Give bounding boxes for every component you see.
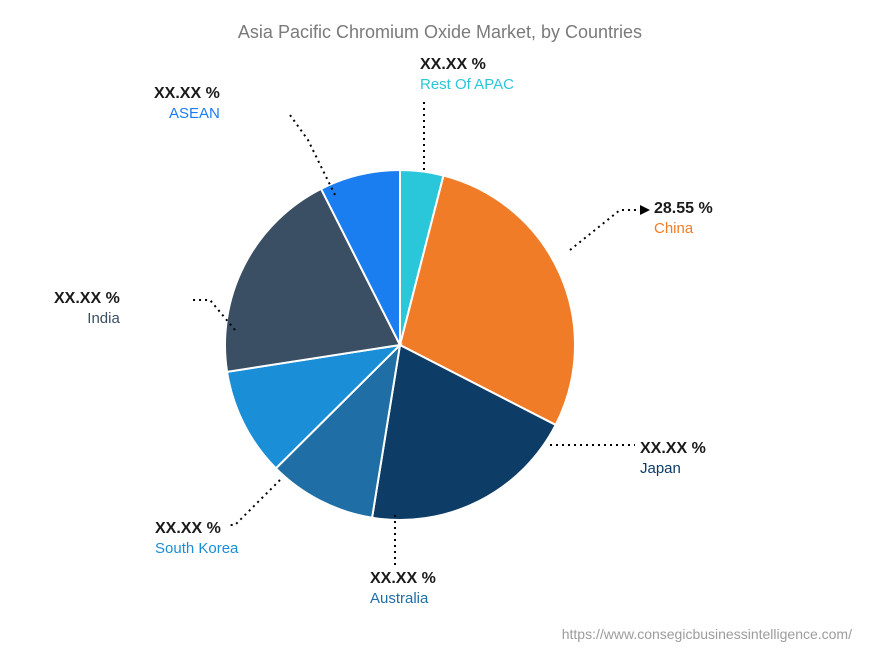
- callout-label: Japan: [640, 460, 706, 477]
- callout-percent: XX.XX %: [420, 56, 514, 74]
- callout-india: XX.XX % India: [54, 290, 120, 327]
- callout-percent: 28.55 %: [654, 200, 713, 218]
- source-url: https://www.consegicbusinessintelligence…: [562, 626, 852, 642]
- callout-south-korea: XX.XX % South Korea: [155, 520, 238, 557]
- callout-percent: XX.XX %: [640, 440, 706, 458]
- callout-label: ASEAN: [154, 105, 220, 122]
- callout-percent: XX.XX %: [155, 520, 238, 538]
- callout-label: India: [54, 310, 120, 327]
- callout-australia: XX.XX % Australia: [370, 570, 436, 607]
- callout-label: South Korea: [155, 540, 238, 557]
- callout-japan: XX.XX % Japan: [640, 440, 706, 477]
- pie-chart: [0, 0, 880, 660]
- callout-asean: XX.XX % ASEAN: [154, 85, 220, 122]
- callout-rest-of-apac: XX.XX % Rest Of APAC: [420, 56, 514, 93]
- callout-label: China: [654, 220, 713, 237]
- callout-percent: XX.XX %: [370, 570, 436, 588]
- callout-percent: XX.XX %: [154, 85, 220, 103]
- callout-label: Rest Of APAC: [420, 76, 514, 93]
- callout-percent: XX.XX %: [54, 290, 120, 308]
- callout-china: 28.55 % China: [654, 200, 713, 237]
- callout-label: Australia: [370, 590, 436, 607]
